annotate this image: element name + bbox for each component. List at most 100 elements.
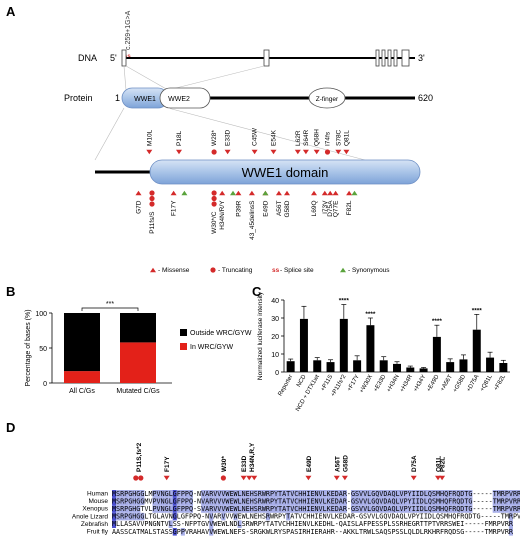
mutation-marker: [335, 149, 342, 155]
legend-swatch: [340, 267, 346, 273]
conservation-cell: [395, 505, 400, 513]
conservation-cell: [387, 490, 392, 498]
conservation-cell: [156, 505, 161, 513]
mutation-marker: [435, 475, 442, 481]
conservation-cell: [184, 497, 189, 506]
conservation-cell: [302, 505, 307, 513]
mutation-legend: - Missense - Truncating ss - Splice site - S…: [150, 267, 390, 274]
conservation-cell: [124, 497, 129, 506]
conservation-cell: [508, 490, 513, 498]
conservation-cell: [217, 505, 222, 513]
y-tick-label: 40: [271, 298, 279, 305]
conservation-cell: [229, 490, 234, 498]
conservation-cell: [261, 490, 266, 498]
wwe1-domain-label: WWE1 domain: [242, 165, 329, 180]
conservation-cell: [399, 497, 404, 506]
conservation-cell: [282, 497, 287, 506]
mutation-marker: [341, 475, 348, 481]
bar: [313, 360, 322, 372]
conservation-cell: [188, 490, 193, 498]
mutation-marker: [211, 201, 217, 207]
conservation-cell: [359, 490, 364, 498]
conservation-cell: [168, 505, 173, 513]
mutation-marker: [149, 190, 155, 196]
mutation-marker: [246, 475, 253, 481]
conservation-cell: [261, 497, 266, 506]
mutation-label: S64R: [303, 129, 310, 146]
conservation-cell: [411, 505, 416, 513]
conservation-cell: [233, 512, 238, 521]
conservation-cell: [132, 512, 137, 521]
conservation-cell: [164, 490, 169, 498]
conservation-cell: [112, 490, 117, 498]
mutation-label: F17Y: [164, 456, 171, 472]
y-tick-label: 0: [275, 370, 279, 377]
conservation-cell: [253, 505, 258, 513]
conservation-cell: [124, 490, 129, 498]
dna-label: DNA: [78, 53, 97, 63]
conservation-cell: [399, 505, 404, 513]
conservation-cell: [249, 497, 254, 506]
conservation-cell: [241, 497, 246, 506]
conservation-cell: [241, 490, 246, 498]
conservation-cell: [282, 505, 287, 513]
conservation-cell: [464, 490, 469, 498]
mutation-label: D75A: [327, 200, 334, 217]
mutation-marker: [138, 475, 144, 481]
conservation-cell: [286, 505, 291, 513]
conservation-cell: [298, 505, 303, 513]
conservation-cell: [496, 497, 501, 506]
y-tick-label: 20: [271, 334, 279, 341]
conservation-cell: [460, 505, 465, 513]
conservation-cell: [253, 490, 258, 498]
conservation-cell: [359, 497, 364, 506]
significance-label: ****: [365, 311, 376, 318]
mutation-marker: [176, 149, 182, 155]
conservation-cell: [278, 490, 283, 498]
conservation-cell: [302, 497, 307, 506]
conservation-cell: [172, 497, 177, 506]
conservation-cell: [152, 490, 157, 498]
conservation-cell: [172, 505, 177, 513]
panel-label-a: A: [6, 4, 16, 19]
legend-label: Outside WRC/GYW: [190, 330, 252, 337]
panel-label-b: B: [6, 284, 15, 299]
conservation-cell: [427, 505, 432, 513]
conservation-cell: [395, 490, 400, 498]
x-tick-label: All C/Gs: [69, 388, 95, 395]
mutation-marker: [133, 475, 139, 481]
legend-swatch: ss: [272, 267, 280, 274]
mutation-marker: [224, 149, 231, 155]
conservation-cell: [517, 497, 520, 506]
conservation-cell: [213, 505, 218, 513]
mutation-label: Q77E: [333, 200, 340, 217]
conservation-cell: [403, 497, 408, 506]
mutation-marker: [313, 149, 320, 155]
conservation-cell: [269, 497, 274, 506]
exon-6: [393, 49, 398, 67]
mutation-label: F82L: [440, 457, 447, 472]
dna-5prime: 5': [110, 53, 117, 63]
zoom-connector: [167, 107, 366, 161]
conservation-cell: [176, 505, 181, 513]
conservation-cell: [136, 497, 141, 506]
conservation-cell: [278, 505, 283, 513]
mutation-label: E54K: [271, 129, 278, 146]
mutation-label: E49D: [262, 200, 269, 217]
mutations-above: M10L P18L W28* E33D C45W E54K L62R S64R Q68H I74f…: [146, 127, 350, 155]
conservation-cell: [269, 505, 274, 513]
protein-end: 620: [418, 93, 433, 103]
conservation-cell: [164, 505, 169, 513]
panel-c: 0 10 20 30 40 Normalized luciferase intensity…: [257, 291, 510, 413]
y-tick-label: 10: [271, 352, 279, 359]
mutation-marker: [439, 475, 446, 481]
conservation-cell: [415, 505, 420, 513]
conservation-cell: [116, 505, 121, 513]
conservation-cell: [209, 505, 214, 513]
conservation-cell: [286, 512, 291, 521]
y-tick-label: 100: [35, 311, 47, 318]
conservation-cell: [322, 497, 327, 506]
mutation-label: P11S,fs*2: [136, 442, 143, 472]
conservation-cell: [508, 512, 513, 521]
conservation-cell: [334, 505, 339, 513]
